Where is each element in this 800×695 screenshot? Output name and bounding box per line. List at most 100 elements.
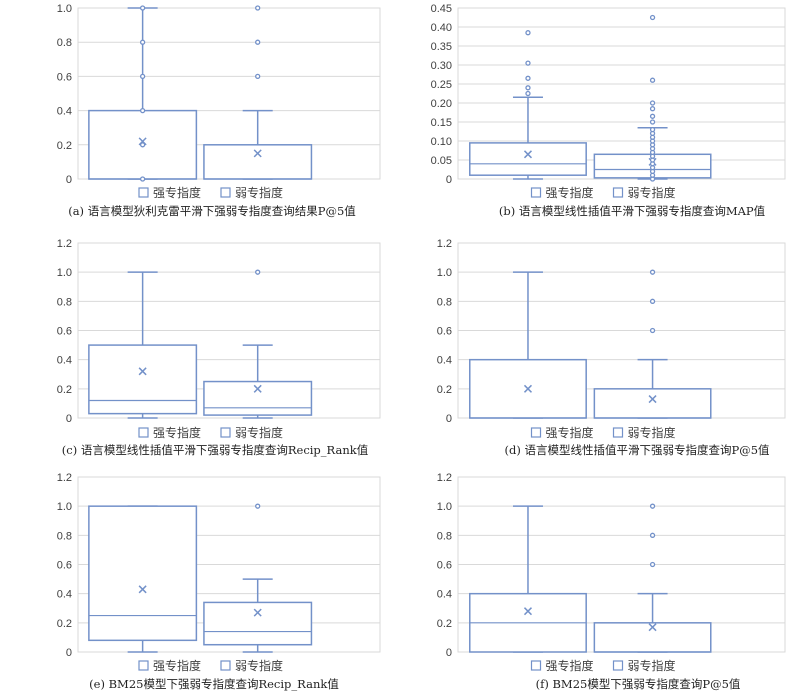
y-tick-label: 0 [66, 174, 72, 186]
box-series-1 [203, 503, 313, 653]
legend-entry: 弱专指度 [235, 425, 283, 440]
box-iqr [593, 388, 712, 419]
y-tick-label: 0 [66, 413, 72, 425]
legend: 强专指度 弱专指度 [138, 658, 283, 673]
y-tick-label: 1.0 [57, 267, 72, 279]
legend-swatch [612, 187, 624, 198]
y-tick-label: 0.6 [57, 71, 72, 83]
legend-entry: 强专指度 [546, 185, 594, 200]
y-tick-label: 1.2 [437, 472, 452, 484]
box-series-0 [469, 30, 587, 180]
y-tick-label: 0.40 [431, 22, 452, 34]
outlier-point [525, 90, 531, 97]
y-tick-label: 0.8 [437, 530, 452, 542]
outlier-point [649, 298, 656, 304]
y-tick-label: 0 [446, 413, 452, 425]
legend-entry: 强专指度 [546, 658, 594, 673]
outlier-point [255, 73, 261, 80]
box-iqr [203, 601, 313, 646]
legend-entry: 强专指度 [546, 425, 594, 440]
box-iqr [469, 142, 587, 176]
mean-marker [138, 367, 147, 376]
box-iqr [88, 344, 198, 415]
y-tick-label: 0.10 [431, 136, 452, 148]
box-series-1 [203, 269, 313, 419]
legend-entry: 强专指度 [153, 425, 201, 440]
outlier-point [525, 75, 531, 81]
outlier-point [255, 269, 261, 275]
y-tick-label: 0 [446, 174, 452, 186]
mean-marker [253, 149, 262, 158]
y-tick-label: 0 [446, 647, 452, 659]
mean-marker [138, 585, 147, 594]
legend-entry: 强专指度 [153, 658, 201, 673]
outlier-point [649, 77, 656, 83]
legend: 强专指度 弱专指度 [530, 185, 676, 200]
box-series-0 [88, 5, 198, 182]
y-tick-label: 0.2 [57, 384, 72, 396]
chart-panel-5: 0 0.2 0.4 0.6 0.8 1.0 1.2 强专指度 弱专指度 (f) BM25模型下强弱… [437, 472, 786, 691]
legend: 强专指度 弱专指度 [138, 425, 283, 440]
y-tick-label: 1.0 [57, 3, 72, 15]
legend-swatch [138, 427, 149, 438]
mean-marker [523, 384, 533, 393]
box-series-0 [469, 271, 587, 419]
box-iqr [203, 380, 313, 416]
legend: 强专指度 弱专指度 [530, 658, 676, 673]
chart-panel-1: 0 0.05 0.10 0.15 0.20 0.25 0.30 0.35 0.40 0.45 强专指… [431, 3, 786, 218]
chart-panel-3: 0 0.2 0.4 0.6 0.8 1.0 1.2 强专指度 弱专指度 (d) 语言模型线性插值平… [437, 238, 786, 457]
y-tick-label: 0.15 [431, 117, 452, 129]
y-tick-label: 0.4 [57, 106, 72, 118]
y-tick-label: 0.45 [431, 3, 452, 15]
y-tick-label: 0.4 [57, 589, 72, 601]
y-tick-label: 1.2 [57, 238, 72, 250]
legend-swatch [138, 660, 149, 671]
y-tick-label: 1.0 [57, 501, 72, 513]
y-tick-label: 0.6 [437, 560, 452, 572]
mean-marker [253, 384, 262, 393]
y-tick-label: 0.8 [57, 296, 72, 308]
box-series-0 [88, 505, 198, 653]
chart-panel-2: 0 0.2 0.4 0.6 0.8 1.0 1.2 强专指度 弱专指度 (c) 语言模型线性插值平… [57, 238, 381, 457]
y-tick-label: 0.8 [437, 296, 452, 308]
legend-swatch [530, 427, 542, 438]
legend-swatch [612, 427, 624, 438]
chart-caption: (c) 语言模型线性插值平滑下强弱专指度查询Recip_Rank值 [62, 443, 369, 457]
legend-swatch [220, 187, 231, 198]
legend-swatch [530, 660, 542, 671]
legend-swatch [220, 427, 231, 438]
box-series-0 [88, 271, 198, 419]
box-series-1 [593, 14, 712, 182]
y-tick-label: 0.8 [57, 530, 72, 542]
chart-caption: (d) 语言模型线性插值平滑下强弱专指度查询P@5值 [504, 443, 770, 457]
legend-entry: 弱专指度 [628, 658, 676, 673]
y-tick-label: 0.6 [437, 326, 452, 338]
outlier-point [649, 106, 656, 112]
outlier-point [649, 119, 656, 125]
y-tick-label: 0.6 [57, 326, 72, 338]
mean-marker [523, 607, 533, 616]
outlier-point [139, 142, 146, 148]
outlier-point [649, 532, 656, 538]
chart-panel-4: 0 0.2 0.4 0.6 0.8 1.0 1.2 强专指度 弱专指度 (e) BM25模型下强弱… [57, 472, 381, 691]
outlier-point [649, 561, 656, 568]
chart-caption: (b) 语言模型线性插值平滑下强弱专指度查询MAP值 [499, 204, 766, 218]
outlier-point [139, 176, 146, 182]
outlier-point [649, 100, 656, 106]
legend-entry: 弱专指度 [235, 185, 283, 200]
y-tick-label: 0.25 [431, 79, 452, 91]
box-series-1 [593, 503, 712, 653]
box-series-1 [593, 269, 712, 419]
y-tick-label: 0.30 [431, 60, 452, 72]
outlier-point [139, 107, 146, 114]
y-tick-label: 0.2 [437, 618, 452, 630]
y-tick-label: 0.4 [437, 589, 452, 601]
outlier-point [649, 14, 656, 21]
mean-marker [648, 395, 657, 404]
outlier-point [649, 503, 656, 509]
outlier-point [649, 269, 656, 275]
y-tick-label: 0 [66, 647, 72, 659]
y-tick-label: 0.2 [437, 384, 452, 396]
outlier-point [255, 5, 261, 11]
